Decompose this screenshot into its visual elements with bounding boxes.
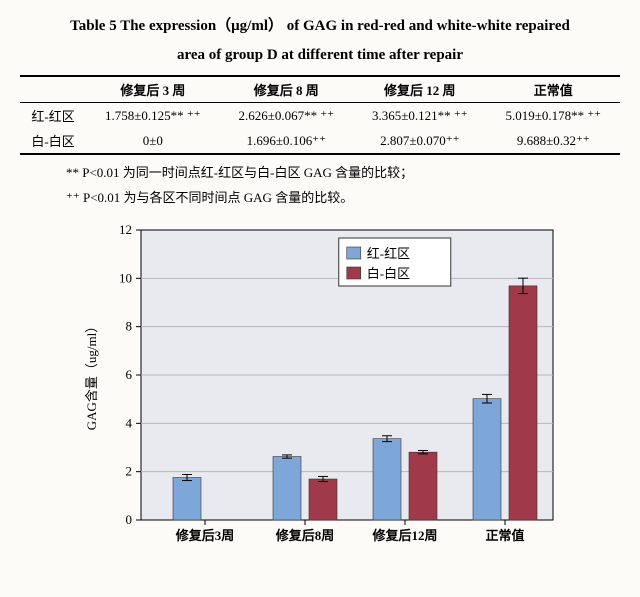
svg-text:修复后12周: 修复后12周 xyxy=(371,528,437,543)
svg-text:10: 10 xyxy=(119,271,132,286)
table-row: 白-白区0±01.696±0.106⁺⁺2.807±0.070⁺⁺9.688±0… xyxy=(20,128,620,154)
svg-text:白-白区: 白-白区 xyxy=(367,266,410,281)
cell: 1.758±0.125** ⁺⁺ xyxy=(86,103,219,129)
cell: 0±0 xyxy=(86,128,219,154)
cell: 3.365±0.121** ⁺⁺ xyxy=(353,103,486,129)
gag-bar-chart: 0 2 4 6 8 10 12 GAG含量（ug/ml） 修复后3周 修复后8周 修复后12周 正常值… xyxy=(75,220,565,560)
cell: 2.807±0.070⁺⁺ xyxy=(353,128,486,154)
col-header: 正常值 xyxy=(486,76,620,103)
data-table: 修复后 3 周修复后 8 周修复后 12 周正常值 红-红区1.758±0.12… xyxy=(20,75,620,155)
svg-text:8: 8 xyxy=(126,319,133,334)
note-line: ⁺⁺ P<0.01 为与各区不同时间点 GAG 含量的比较。 xyxy=(66,186,620,211)
svg-text:正常值: 正常值 xyxy=(485,528,524,543)
svg-text:6: 6 xyxy=(126,367,133,382)
cell: 9.688±0.32⁺⁺ xyxy=(486,128,620,154)
col-header: 修复后 3 周 xyxy=(86,76,219,103)
cell: 5.019±0.178** ⁺⁺ xyxy=(486,103,620,129)
note-line: ** P<0.01 为同一时间点红-红区与白-白区 GAG 含量的比较； xyxy=(66,161,620,186)
svg-text:GAG含量（ug/ml）: GAG含量（ug/ml） xyxy=(84,320,99,431)
table-row: 红-红区1.758±0.125** ⁺⁺2.626±0.067** ⁺⁺3.36… xyxy=(20,103,620,129)
svg-text:12: 12 xyxy=(119,222,132,237)
table-title-1: Table 5 The expression（μg/ml） of GAG in … xyxy=(20,12,620,41)
col-header: 修复后 12 周 xyxy=(353,76,486,103)
table-notes: ** P<0.01 为同一时间点红-红区与白-白区 GAG 含量的比较；⁺⁺ P… xyxy=(66,161,620,210)
col-header xyxy=(20,76,86,103)
svg-text:红-红区: 红-红区 xyxy=(367,246,410,261)
svg-text:修复后3周: 修复后3周 xyxy=(175,528,235,543)
svg-text:修复后8周: 修复后8周 xyxy=(275,528,335,543)
col-header: 修复后 8 周 xyxy=(220,76,353,103)
cell: 2.626±0.067** ⁺⁺ xyxy=(220,103,353,129)
row-label: 红-红区 xyxy=(20,103,86,129)
cell: 1.696±0.106⁺⁺ xyxy=(220,128,353,154)
svg-text:4: 4 xyxy=(126,416,133,431)
table-title-2: area of group D at different time after … xyxy=(20,41,620,70)
svg-text:0: 0 xyxy=(126,512,133,527)
row-label: 白-白区 xyxy=(20,128,86,154)
svg-text:2: 2 xyxy=(126,464,133,479)
